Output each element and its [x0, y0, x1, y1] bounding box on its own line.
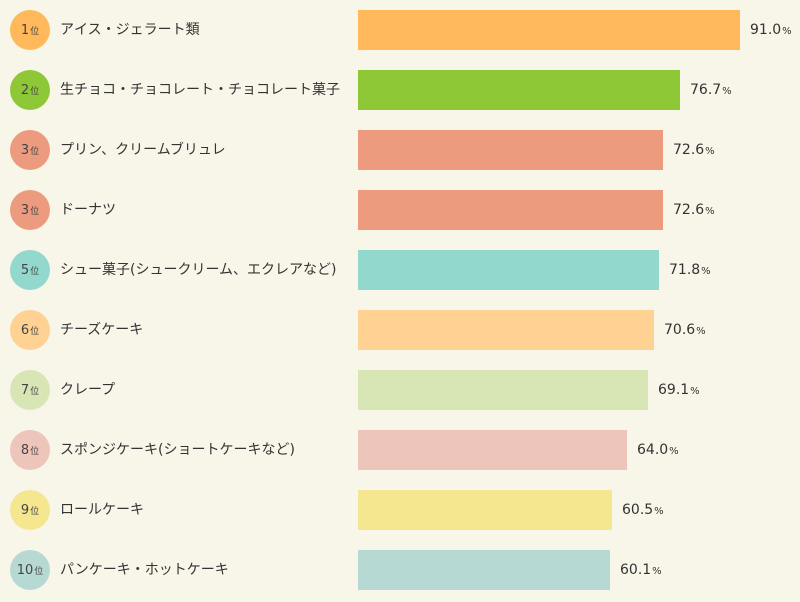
- rank-unit: 位: [30, 206, 40, 217]
- value-number: 70.6: [664, 322, 696, 338]
- bar: [358, 370, 648, 410]
- bar: [358, 310, 654, 350]
- chart-row: 9 位ロールケーキ 60.5%: [0, 480, 800, 540]
- rank-number: 3: [20, 202, 30, 218]
- rank-number: 6: [20, 322, 30, 338]
- bar: [358, 70, 680, 110]
- rank-unit: 位: [34, 566, 44, 577]
- rank-number: 5: [20, 262, 30, 278]
- value-number: 91.0: [750, 22, 782, 38]
- rank-number: 7: [20, 382, 30, 398]
- rank-number: 3: [20, 142, 30, 158]
- category-label: アイス・ジェラート類: [60, 22, 200, 38]
- value-number: 64.0: [637, 442, 669, 458]
- chart-row: 2 位生チョコ・チョコレート・チョコレート菓子 76.7%: [0, 60, 800, 120]
- chart-row: 1 位アイス・ジェラート類 91.0%: [0, 0, 800, 60]
- chart-row: 3 位ドーナツ 72.6%: [0, 180, 800, 240]
- bar: [358, 130, 663, 170]
- rank-unit: 位: [30, 146, 40, 157]
- value-unit: %: [696, 326, 706, 337]
- rank-unit: 位: [30, 506, 40, 517]
- rank-number: 8: [20, 442, 30, 458]
- chart-row: 6 位チーズケーキ 70.6%: [0, 300, 800, 360]
- category-label: スポンジケーキ(ショートケーキなど): [60, 442, 295, 458]
- chart-row: 8 位スポンジケーキ(ショートケーキなど) 64.0%: [0, 420, 800, 480]
- value-unit: %: [782, 26, 792, 37]
- value-label: 71.8%: [669, 240, 711, 300]
- value-label: 91.0%: [750, 0, 792, 60]
- value-unit: %: [701, 266, 711, 277]
- category-label: ロールケーキ: [60, 502, 144, 518]
- chart-row: 5 位シュー菓子(シュークリーム、エクレアなど) 71.8%: [0, 240, 800, 300]
- rank-unit: 位: [30, 86, 40, 97]
- value-unit: %: [705, 206, 715, 217]
- bar: [358, 10, 740, 50]
- value-unit: %: [690, 386, 700, 397]
- value-label: 76.7%: [690, 60, 732, 120]
- value-label: 64.0%: [637, 420, 679, 480]
- value-unit: %: [705, 146, 715, 157]
- rank-unit: 位: [30, 266, 40, 277]
- bar: [358, 250, 659, 290]
- bar: [358, 550, 610, 590]
- category-label: シュー菓子(シュークリーム、エクレアなど): [60, 262, 337, 278]
- rank-unit: 位: [30, 326, 40, 337]
- chart-row: 10 位パンケーキ・ホットケーキ 60.1%: [0, 540, 800, 600]
- chart-row: 7 位クレープ 69.1%: [0, 360, 800, 420]
- value-number: 76.7: [690, 82, 722, 98]
- rank-number: 1: [20, 22, 30, 38]
- value-number: 72.6: [673, 202, 705, 218]
- category-label: 生チョコ・チョコレート・チョコレート菓子: [60, 82, 340, 98]
- value-unit: %: [669, 446, 679, 457]
- bar: [358, 430, 627, 470]
- rank-unit: 位: [30, 446, 40, 457]
- rank-unit: 位: [30, 26, 40, 37]
- chart-row: 3 位プリン、クリームブリュレ 72.6%: [0, 120, 800, 180]
- rank-badge: 10 位: [10, 550, 50, 590]
- rank-number: 9: [20, 502, 30, 518]
- rank-unit: 位: [30, 386, 40, 397]
- value-label: 60.5%: [622, 480, 664, 540]
- category-label: チーズケーキ: [60, 322, 144, 338]
- category-label: クレープ: [60, 382, 116, 398]
- rank-number: 2: [20, 82, 30, 98]
- category-label: パンケーキ・ホットケーキ: [60, 562, 229, 578]
- value-unit: %: [652, 566, 662, 577]
- value-unit: %: [722, 86, 732, 97]
- category-label: ドーナツ: [60, 202, 116, 218]
- value-number: 71.8: [669, 262, 701, 278]
- rank-number: 10: [16, 562, 34, 578]
- value-label: 72.6%: [673, 120, 715, 180]
- value-label: 72.6%: [673, 180, 715, 240]
- value-number: 60.1: [620, 562, 652, 578]
- value-unit: %: [654, 506, 664, 517]
- bar: [358, 490, 612, 530]
- value-label: 60.1%: [620, 540, 662, 600]
- value-label: 69.1%: [658, 360, 700, 420]
- value-label: 70.6%: [664, 300, 706, 360]
- bar: [358, 190, 663, 230]
- value-number: 72.6: [673, 142, 705, 158]
- category-label: プリン、クリームブリュレ: [60, 142, 226, 158]
- value-number: 60.5: [622, 502, 654, 518]
- value-number: 69.1: [658, 382, 690, 398]
